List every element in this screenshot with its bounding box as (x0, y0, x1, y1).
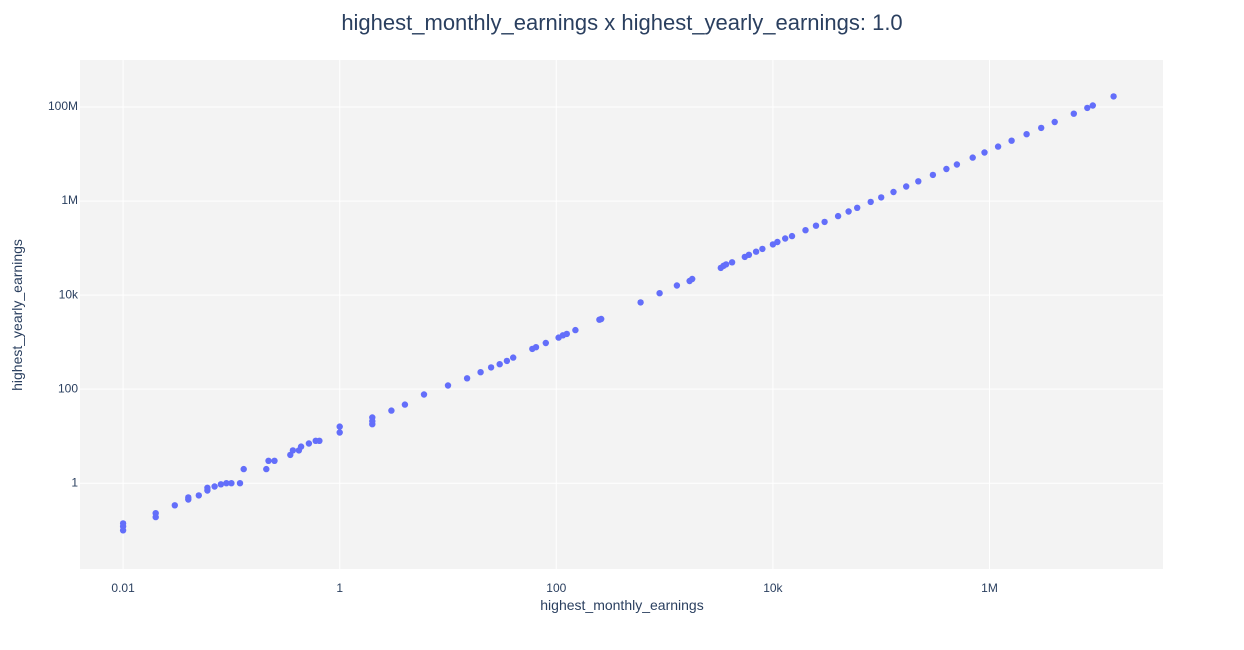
data-point (336, 423, 343, 430)
data-point (774, 238, 781, 246)
data-point (943, 165, 950, 173)
data-point (263, 465, 270, 473)
x-tick-label: 1 (336, 581, 343, 595)
data-point (759, 245, 766, 253)
data-point (637, 299, 644, 306)
x-tick-label: 1M (981, 581, 998, 595)
data-point (981, 149, 988, 156)
data-point (1008, 137, 1015, 144)
data-point (496, 361, 503, 368)
data-point (542, 339, 549, 347)
data-point (782, 235, 789, 242)
data-point (915, 178, 922, 185)
data-point (1084, 104, 1091, 112)
data-point (598, 315, 605, 323)
data-point (477, 369, 484, 376)
data-point (297, 443, 305, 450)
data-point (119, 520, 127, 527)
data-point (289, 447, 297, 454)
data-point (656, 290, 663, 297)
data-point (171, 502, 178, 509)
data-point (1051, 118, 1058, 126)
data-point (487, 364, 495, 371)
data-point (834, 212, 842, 220)
data-points (119, 93, 1117, 534)
data-point (503, 357, 511, 365)
data-point (788, 232, 796, 240)
data-point (204, 484, 211, 491)
data-point (854, 204, 861, 211)
data-point (152, 510, 159, 517)
data-point (236, 480, 244, 487)
x-tick-label: 100 (546, 581, 566, 595)
y-tick-label: 100 (58, 381, 78, 395)
data-point (745, 251, 753, 258)
data-point (316, 437, 323, 444)
data-point (532, 344, 540, 351)
data-point (510, 354, 517, 361)
data-point (867, 198, 874, 206)
data-point (722, 261, 730, 268)
data-point (673, 282, 681, 289)
data-point (563, 330, 570, 338)
y-tick-label: 1 (71, 475, 78, 489)
data-point (1089, 102, 1097, 109)
data-point (994, 143, 1002, 150)
y-tick-label: 10k (59, 287, 79, 301)
chart-title: highest_monthly_earnings x highest_yearl… (341, 10, 902, 35)
data-point (211, 483, 218, 490)
data-point (185, 494, 192, 501)
data-point (752, 248, 760, 255)
data-point (969, 154, 976, 161)
data-point (802, 227, 809, 234)
data-point (444, 382, 452, 389)
data-point (228, 480, 235, 487)
data-point (821, 218, 828, 226)
data-point (903, 183, 910, 190)
data-point (217, 481, 225, 488)
data-point (728, 259, 736, 266)
grid-lines (80, 60, 1163, 569)
x-tick-label: 10k (763, 581, 783, 595)
x-axis-label: highest_monthly_earnings (540, 597, 703, 613)
data-point (305, 440, 313, 447)
data-point (689, 275, 696, 283)
data-point (401, 401, 409, 408)
y-tick-label: 100M (48, 99, 78, 113)
data-point (223, 480, 230, 487)
data-point (463, 375, 471, 382)
tick-labels: 0.01 1 100 10k 1M 1 100 10k 1M 100M (48, 99, 998, 595)
data-point (878, 194, 885, 201)
y-axis-label: highest_yearly_earnings (9, 239, 25, 391)
data-point (388, 407, 395, 414)
data-point (929, 171, 937, 179)
data-point (845, 208, 852, 215)
data-point (812, 222, 820, 229)
data-point (195, 492, 202, 499)
y-tick-label: 1M (61, 193, 78, 207)
data-point (240, 465, 247, 473)
data-point (420, 391, 428, 398)
data-point (265, 457, 272, 464)
data-point (1038, 124, 1045, 132)
data-point (1070, 110, 1078, 117)
data-point (572, 326, 579, 334)
plot-area (80, 60, 1163, 569)
data-point (336, 429, 343, 436)
data-point (1110, 93, 1117, 100)
data-point (369, 414, 376, 421)
data-point (271, 457, 278, 464)
x-tick-label: 0.01 (111, 581, 135, 595)
data-point (1023, 131, 1030, 138)
data-point (953, 161, 961, 168)
data-point (890, 188, 897, 196)
